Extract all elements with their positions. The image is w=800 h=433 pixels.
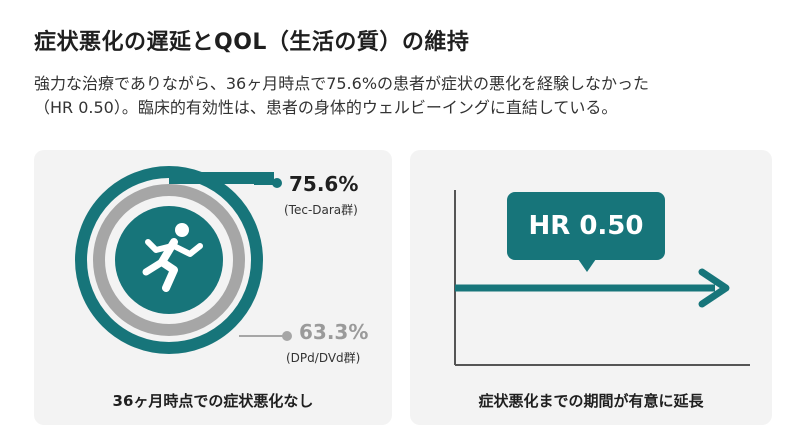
- page-subtitle: 強力な治療でありながら、36ヶ月時点で75.6%の患者が症状の悪化を経験しなかっ…: [34, 72, 774, 120]
- symptom-free-caption: 36ヶ月時点での症状悪化なし: [112, 392, 314, 410]
- dpd-dvd-value: 63.3%: [299, 320, 369, 344]
- main-value-dot: [272, 178, 282, 188]
- page-title: 症状悪化の遅延とQOL（生活の質）の維持: [34, 30, 470, 55]
- hazard-ratio-card: HR 0.50 症状悪化までの期間が有意に延長: [410, 150, 772, 425]
- callout-pointer: [578, 259, 596, 272]
- subtitle-line-2: （HR 0.50）。臨床的有効性は、患者の身体的ウェルビーイングに直結している。: [34, 98, 618, 117]
- tec-dara-label: (Tec-Dara群): [284, 203, 358, 217]
- inner-ring-track: [93, 184, 245, 336]
- extension-arrow-head: [698, 268, 730, 308]
- symptom-free-card: 75.6% (Tec-Dara群) 63.3% (DPd/DVd群) 36ヶ月時…: [34, 150, 392, 425]
- dpd-dvd-label: (DPd/DVd群): [286, 351, 361, 365]
- running-person-icon: [142, 223, 203, 292]
- ref-value-dot: [282, 331, 292, 341]
- time-axis-graphic: [454, 190, 750, 366]
- outer-ring-extension: [169, 172, 274, 184]
- hazard-ratio-caption: 症状悪化までの期間が有意に延長: [478, 392, 704, 410]
- subtitle-line-1: 強力な治療でありながら、36ヶ月時点で75.6%の患者が症状の悪化を経験しなかっ…: [34, 74, 650, 93]
- ring-graphic: [75, 166, 292, 354]
- hazard-ratio-callout: HR 0.50: [507, 192, 665, 260]
- tec-dara-value: 75.6%: [289, 172, 359, 196]
- center-disc: [115, 206, 223, 314]
